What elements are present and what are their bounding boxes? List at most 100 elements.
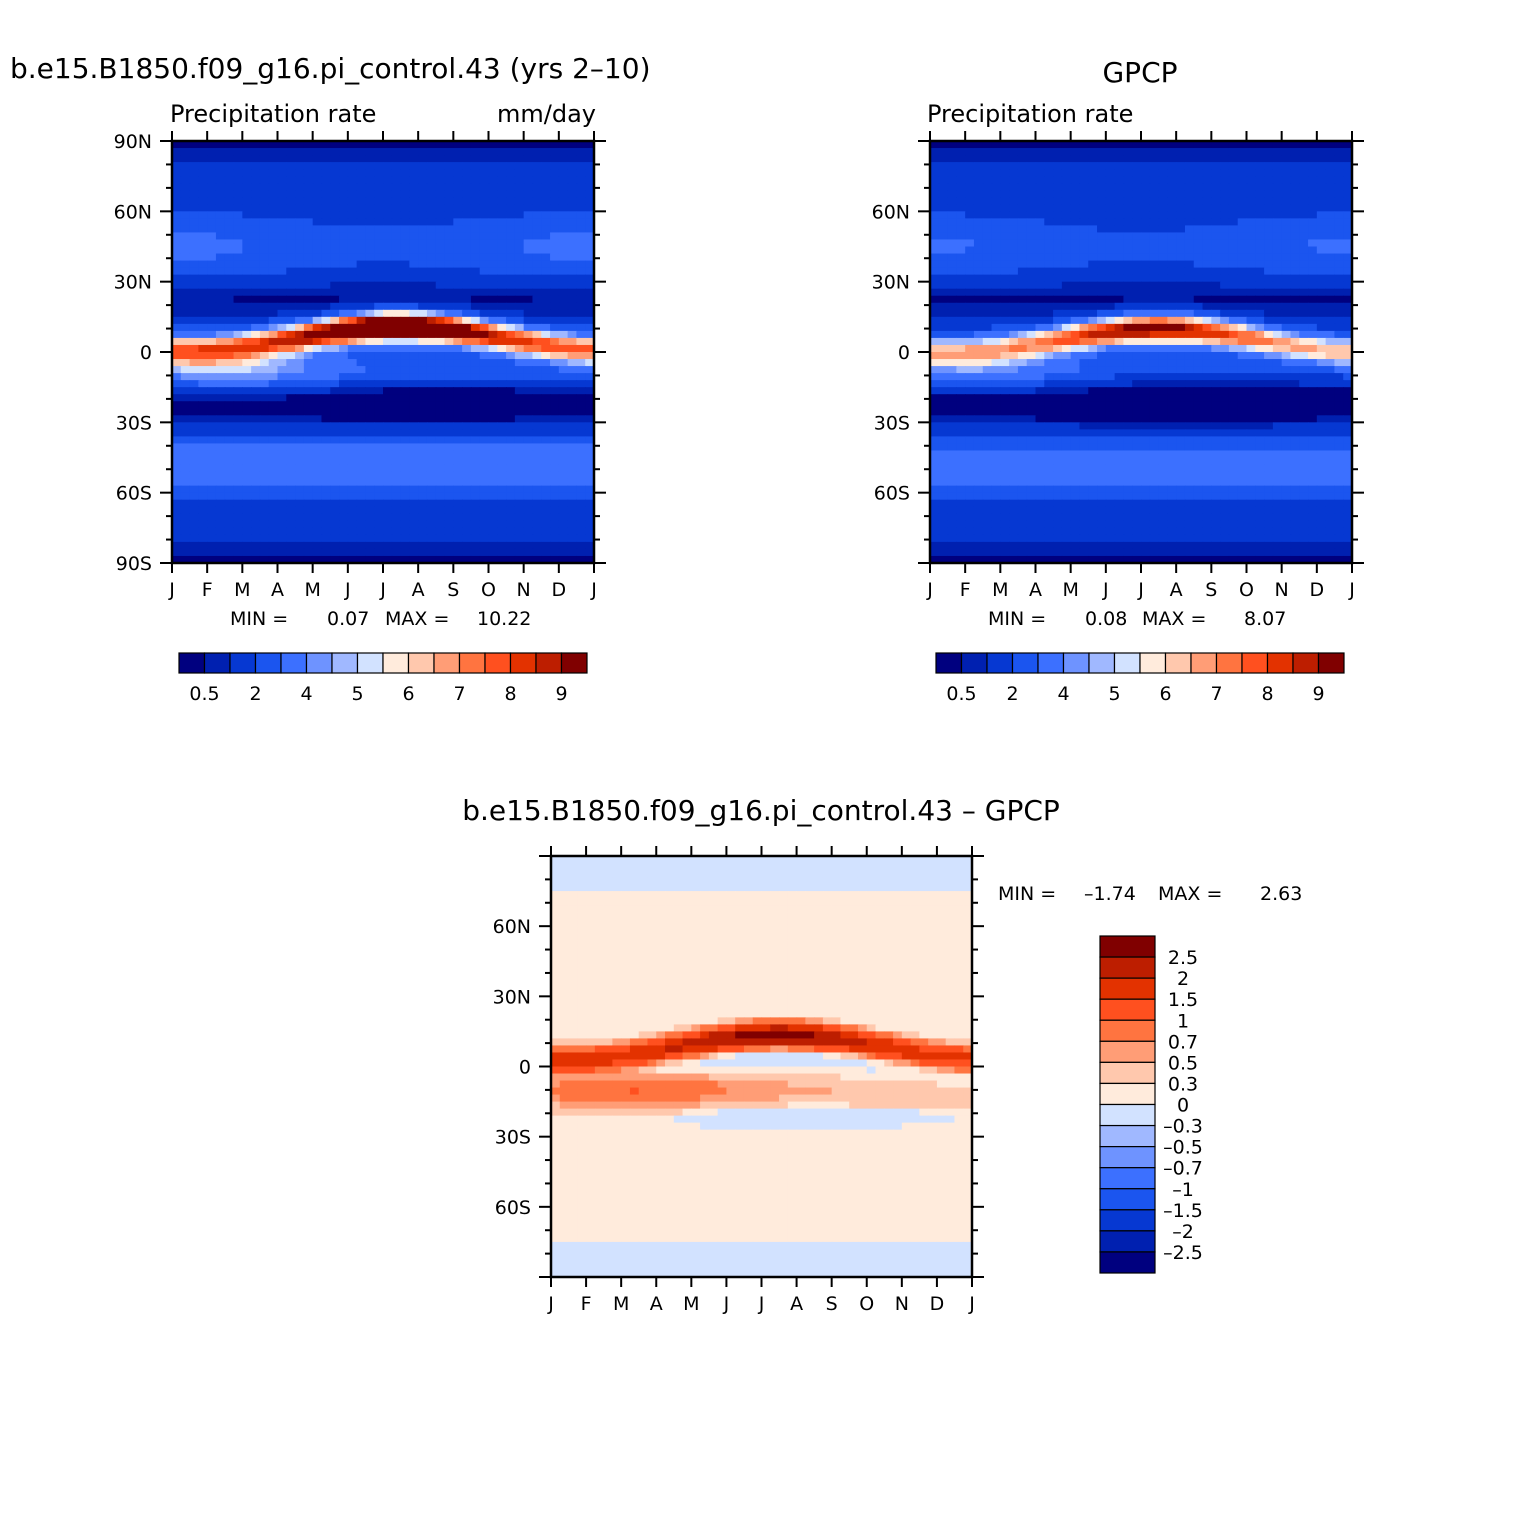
model-contour-cell: [312, 415, 323, 423]
model-contour-cell: [339, 141, 349, 149]
obs-contour-cell: [1026, 387, 1037, 395]
obs-contour-cell: [1264, 211, 1274, 219]
model-contour-cell: [391, 225, 402, 234]
model-contour-cell: [488, 457, 498, 466]
obs-contour-cell: [1000, 176, 1010, 184]
obs-contour-cell: [956, 218, 966, 226]
model-contour-cell: [268, 148, 279, 156]
obs-contour-cell: [1114, 148, 1125, 156]
obs-contour-cell: [947, 309, 957, 318]
model-contour-cell: [488, 253, 498, 262]
model-contour-cell: [558, 148, 569, 156]
model-contour-cell: [532, 253, 542, 262]
obs-contour-cell: [1290, 155, 1300, 163]
model-contour-cell: [224, 155, 235, 163]
model-contour-cell: [576, 169, 586, 177]
model-contour-cell: [383, 366, 393, 374]
model-contour-cell: [444, 302, 454, 311]
model-contour-cell: [321, 302, 331, 311]
obs-contour-cell: [1176, 302, 1186, 311]
obs-contour-cell: [1035, 330, 1045, 339]
obs-contour-cell: [1079, 352, 1089, 360]
obs-contour-cell: [1202, 401, 1212, 409]
model-contour-cell: [532, 499, 542, 508]
obs-panel: GPCP Precipitation rate J F M A M J J A S O N D J60N…: [872, 56, 1364, 705]
model-contour-cell: [189, 204, 199, 212]
obs-contour-cell: [1167, 239, 1177, 248]
obs-contour-cell: [1053, 415, 1063, 423]
model-contour-cell: [479, 534, 490, 543]
model-contour-cell: [374, 246, 384, 255]
model-contour-cell: [400, 281, 410, 290]
model-contour-cell: [462, 415, 472, 423]
model-contour-cell: [541, 380, 551, 388]
model-contour-cell: [576, 295, 586, 304]
model-contour-cell: [576, 478, 586, 487]
obs-contour-cell: [1228, 246, 1239, 255]
obs-contour-cell: [947, 281, 957, 290]
model-contour-cell: [268, 211, 279, 219]
model-contour-cell: [532, 457, 542, 466]
obs-contour-cell: [1193, 232, 1204, 241]
model-contour-cell: [523, 457, 534, 466]
obs-contour-cell: [1246, 274, 1256, 283]
model-contour-cell: [400, 253, 410, 262]
model-contour-cell: [426, 141, 437, 149]
model-contour-cell: [550, 436, 560, 445]
obs-contour-cell: [1184, 267, 1195, 276]
obs-contour-cell: [1176, 309, 1186, 318]
model-contour-cell: [462, 330, 472, 339]
model-contour-cell: [224, 513, 235, 522]
obs-contour-cell: [1272, 330, 1283, 339]
obs-contour-cell: [1290, 323, 1300, 332]
model-contour-cell: [312, 548, 323, 557]
obs-contour-cell: [1009, 155, 1019, 163]
model-contour-cell: [426, 555, 437, 564]
model-contour-cell: [409, 464, 419, 473]
model-contour-cell: [444, 309, 454, 318]
model-contour-cell: [277, 520, 287, 529]
obs-contour-cell: [956, 394, 966, 402]
obs-contour-cell: [1097, 246, 1107, 255]
obs-contour-cell: [1299, 183, 1309, 191]
obs-contour-cell: [1000, 415, 1010, 423]
obs-contour-cell: [1272, 183, 1283, 191]
model-contour-cell: [453, 155, 463, 163]
obs-contour-cell: [1123, 183, 1133, 191]
model-contour-cell: [488, 506, 498, 515]
obs-contour-cell: [1079, 408, 1089, 416]
model-contour-cell: [374, 387, 384, 395]
model-contour-cell: [374, 394, 384, 402]
model-contour-cell: [172, 316, 182, 325]
model-contour-cell: [558, 239, 569, 248]
model-contour-cell: [567, 281, 578, 290]
obs-contour-cell: [965, 211, 975, 219]
obs-contour-cell: [1017, 225, 1028, 234]
obs-contour-cell: [1141, 309, 1151, 318]
model-contour-cell: [506, 169, 516, 177]
obs-contour-cell: [1343, 218, 1353, 226]
obs-contour-cell: [1132, 422, 1142, 430]
obs-contour-cell: [1079, 239, 1089, 248]
model-contour-cell: [479, 408, 490, 416]
model-contour-cell: [558, 309, 569, 318]
model-contour-cell: [409, 555, 419, 564]
obs-contour-cell: [1123, 394, 1133, 402]
model-contour-cell: [514, 260, 525, 269]
model-contour-cell: [418, 267, 428, 276]
model-contour-cell: [286, 323, 296, 332]
model-contour-cell: [488, 541, 498, 550]
obs-contour-cell: [1228, 169, 1239, 177]
model-contour-cell: [198, 344, 208, 353]
model-contour-cell: [268, 429, 279, 437]
model-contour-cell: [550, 197, 560, 205]
model-contour-cell: [418, 380, 428, 388]
obs-contour-cell: [1211, 281, 1221, 290]
model-contour-cell: [435, 422, 446, 430]
model-contour-cell: [567, 492, 578, 501]
model-contour-cell: [444, 380, 454, 388]
obs-contour-cell: [1193, 148, 1204, 156]
model-contour-cell: [470, 267, 481, 276]
model-contour-cell: [268, 478, 279, 487]
model-contour-cell: [374, 337, 384, 346]
